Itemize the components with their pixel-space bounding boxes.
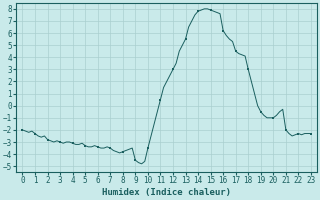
X-axis label: Humidex (Indice chaleur): Humidex (Indice chaleur) <box>102 188 231 197</box>
